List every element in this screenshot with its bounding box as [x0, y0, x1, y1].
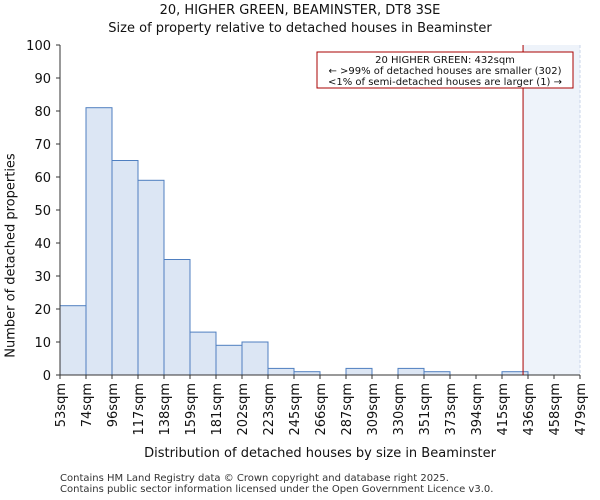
- x-tick-label: 245sqm: [288, 383, 303, 436]
- annotation-box: [316, 51, 574, 89]
- annotation-text: ← >99% of detached houses are smaller (3…: [328, 66, 561, 77]
- histogram-bar: [345, 367, 373, 376]
- histogram-bar: [85, 107, 113, 376]
- histogram-bar: [59, 305, 87, 376]
- y-tick-label: 0: [43, 369, 51, 384]
- footer-licence: Contains public sector information licen…: [60, 484, 494, 495]
- y-tick-label: 10: [34, 336, 51, 351]
- y-tick-label: 90: [34, 72, 51, 87]
- histogram-bar: [397, 367, 425, 376]
- y-tick-label: 70: [34, 138, 51, 153]
- histogram-bar: [137, 179, 165, 376]
- y-tick-label: 40: [34, 237, 51, 252]
- y-tick-label: 60: [34, 171, 51, 186]
- histogram-bar: [215, 344, 243, 376]
- x-tick-label: 117sqm: [132, 383, 147, 436]
- x-tick-label: 309sqm: [366, 383, 381, 436]
- y-tick-label: 80: [34, 105, 51, 120]
- x-tick-label: 74sqm: [80, 383, 95, 427]
- x-tick-label: 436sqm: [522, 383, 537, 436]
- histogram-bar: [267, 367, 295, 376]
- footer-copyright: Contains HM Land Registry data © Crown c…: [60, 473, 449, 484]
- x-tick-label: 394sqm: [470, 383, 485, 436]
- histogram-bar: [189, 331, 217, 376]
- annotation-text: 20 HIGHER GREEN: 432sqm: [375, 55, 515, 66]
- y-tick-label: 100: [26, 39, 51, 54]
- x-tick-label: 159sqm: [184, 383, 199, 436]
- x-tick-label: 266sqm: [314, 383, 329, 436]
- x-tick-label: 181sqm: [210, 383, 225, 436]
- x-tick-label: 287sqm: [340, 383, 355, 436]
- x-tick-label: 479sqm: [574, 383, 589, 436]
- x-tick-label: 458sqm: [548, 383, 563, 436]
- x-tick-label: 330sqm: [392, 383, 407, 436]
- annotation-text: <1% of semi-detached houses are larger (…: [328, 77, 562, 88]
- y-tick-label: 50: [34, 204, 51, 219]
- x-axis-label: Distribution of detached houses by size …: [144, 446, 496, 461]
- x-tick-label: 53sqm: [54, 383, 69, 427]
- x-tick-label: 96sqm: [106, 383, 121, 427]
- y-tick-label: 30: [34, 270, 51, 285]
- y-axis-label: Number of detached properties: [3, 153, 19, 358]
- x-tick-label: 351sqm: [418, 383, 433, 436]
- highlight-region: [523, 45, 580, 375]
- histogram-bar: [163, 259, 191, 376]
- histogram-bar: [241, 341, 269, 376]
- x-tick-label: 373sqm: [444, 383, 459, 436]
- chart-title: 20, HIGHER GREEN, BEAMINSTER, DT8 3SE: [159, 3, 441, 18]
- x-tick-label: 415sqm: [496, 383, 511, 436]
- x-tick-label: 138sqm: [158, 383, 173, 436]
- chart-subtitle: Size of property relative to detached ho…: [108, 21, 492, 36]
- x-tick-label: 202sqm: [236, 383, 251, 436]
- histogram-bar: [111, 160, 139, 376]
- x-tick-label: 223sqm: [262, 383, 277, 436]
- y-tick-label: 20: [34, 303, 51, 318]
